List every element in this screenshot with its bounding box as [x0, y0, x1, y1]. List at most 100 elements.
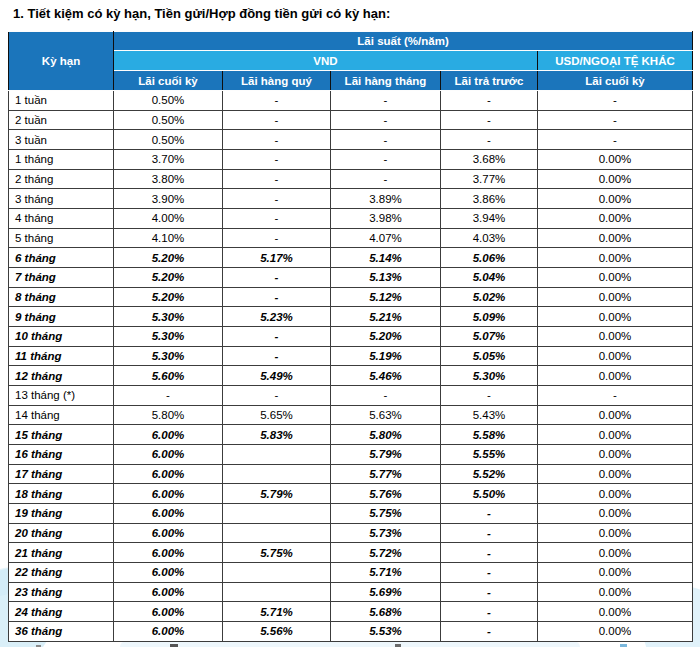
rate-cell: - [331, 386, 441, 406]
rate-cell: 6.00% [114, 504, 223, 524]
rate-cell: 5.71% [331, 563, 441, 583]
term-cell: 14 tháng [9, 405, 114, 425]
rate-cell: - [114, 386, 223, 406]
term-cell: 11 tháng [9, 346, 114, 366]
rate-cell: 0.00% [538, 425, 693, 445]
subheader-quarterly: Lãi hàng quý [223, 71, 331, 91]
rate-cell: 6.00% [114, 582, 223, 602]
table-row: 20 tháng6.00%5.73%-0.00% [9, 523, 693, 543]
rate-cell: 4.10% [114, 228, 223, 248]
table-row: 7 tháng5.20%-5.13%5.04%0.00% [9, 268, 693, 288]
rate-cell: 5.30% [441, 366, 538, 386]
term-column-header: Kỳ hạn [9, 32, 114, 91]
table-row: 11 tháng5.30%-5.19%5.05%0.00% [9, 346, 693, 366]
term-cell: 4 tháng [9, 209, 114, 229]
rate-cell: 3.68% [441, 150, 538, 170]
rate-cell: 5.68% [331, 602, 441, 622]
rate-cell: 5.46% [331, 366, 441, 386]
rate-cell: 5.20% [331, 327, 441, 347]
rate-cell: 5.04% [441, 268, 538, 288]
vnd-group-header: VND [114, 51, 538, 71]
rate-cell: - [441, 543, 538, 563]
rate-cell: 3.98% [331, 209, 441, 229]
rate-cell: - [223, 209, 331, 229]
subheader-prepaid: Lãi trả trước [441, 71, 538, 91]
rate-cell: 0.00% [538, 228, 693, 248]
table-header: Kỳ hạn Lãi suất (%/năm) VND USD/NGOẠI TỆ… [9, 32, 693, 91]
term-cell: 3 tháng [9, 189, 114, 209]
rate-cell: 5.80% [114, 405, 223, 425]
rate-cell [223, 445, 331, 465]
rate-cell: 3.94% [441, 209, 538, 229]
table-row: 12 tháng5.60%5.49%5.46%5.30%0.00% [9, 366, 693, 386]
rate-cell: 5.56% [223, 622, 331, 642]
term-cell: 3 tuần [9, 130, 114, 150]
table-row: 4 tháng4.00%-3.98%3.94%0.00% [9, 209, 693, 229]
rate-cell: 0.00% [538, 602, 693, 622]
rate-cell: - [223, 189, 331, 209]
rate-cell: 5.20% [114, 248, 223, 268]
term-cell: 21 tháng [9, 543, 114, 563]
rate-cell: - [223, 327, 331, 347]
rate-cell: 5.23% [223, 307, 331, 327]
rate-cell: 5.20% [114, 287, 223, 307]
rate-cell: 6.00% [114, 464, 223, 484]
rate-cell: - [538, 386, 693, 406]
rate-cell: 6.00% [114, 602, 223, 622]
table-row: 2 tuần0.50%---- [9, 110, 693, 130]
table-row: 17 tháng6.00%5.77%5.52%0.00% [9, 464, 693, 484]
rate-cell: 0.00% [538, 327, 693, 347]
rate-cell: 0.00% [538, 248, 693, 268]
rate-cell: 5.80% [331, 425, 441, 445]
table-row: 3 tháng3.90%-3.89%3.86%0.00% [9, 189, 693, 209]
rate-cell: 0.00% [538, 563, 693, 583]
rate-cell: - [223, 91, 331, 111]
rate-cell: 6.00% [114, 523, 223, 543]
rate-cell: 3.80% [114, 169, 223, 189]
rate-cell: 3.90% [114, 189, 223, 209]
rate-cell: - [223, 110, 331, 130]
rate-cell: 0.00% [538, 445, 693, 465]
rate-cell: 0.00% [538, 346, 693, 366]
rate-cell: 4.07% [331, 228, 441, 248]
subheader-usd-end-of-term: Lãi cuối kỳ [538, 71, 693, 91]
rate-cell: 5.19% [331, 346, 441, 366]
rate-cell: 5.63% [331, 405, 441, 425]
rate-cell: 5.75% [223, 543, 331, 563]
term-cell: 19 tháng [9, 504, 114, 524]
table-row: 24 tháng6.00%5.71%5.68%-0.00% [9, 602, 693, 622]
rate-group-header: Lãi suất (%/năm) [114, 32, 693, 51]
rate-cell [223, 504, 331, 524]
rate-cell: 0.50% [114, 91, 223, 111]
rate-cell: 5.30% [114, 307, 223, 327]
rate-cell: 5.14% [331, 248, 441, 268]
rate-cell: - [441, 110, 538, 130]
rate-cell: - [441, 130, 538, 150]
term-cell: 1 tuần [9, 91, 114, 111]
term-cell: 15 tháng [9, 425, 114, 445]
rate-cell: 5.77% [331, 464, 441, 484]
rate-cell: 0.50% [114, 110, 223, 130]
rate-cell: - [331, 110, 441, 130]
rate-cell: - [223, 150, 331, 170]
table-row: 1 tháng3.70%--3.68%0.00% [9, 150, 693, 170]
rate-cell: 5.05% [441, 346, 538, 366]
term-cell: 12 tháng [9, 366, 114, 386]
rate-cell: 6.00% [114, 543, 223, 563]
table-row: 23 tháng6.00%5.69%-0.00% [9, 582, 693, 602]
rate-cell: 5.53% [331, 622, 441, 642]
rate-cell: 5.55% [441, 445, 538, 465]
rate-cell: 5.79% [223, 484, 331, 504]
rate-cell: 5.30% [114, 346, 223, 366]
rate-cell: 5.71% [223, 602, 331, 622]
rate-cell: 0.50% [114, 130, 223, 150]
table-row: 22 tháng6.00%5.71%-0.00% [9, 563, 693, 583]
rate-cell: - [538, 110, 693, 130]
rate-cell: 5.79% [331, 445, 441, 465]
rate-cell: - [223, 228, 331, 248]
rate-cell: 5.30% [114, 327, 223, 347]
rate-cell: 5.73% [331, 523, 441, 543]
term-cell: 2 tuần [9, 110, 114, 130]
rate-cell: 5.12% [331, 287, 441, 307]
rate-cell: - [441, 91, 538, 111]
